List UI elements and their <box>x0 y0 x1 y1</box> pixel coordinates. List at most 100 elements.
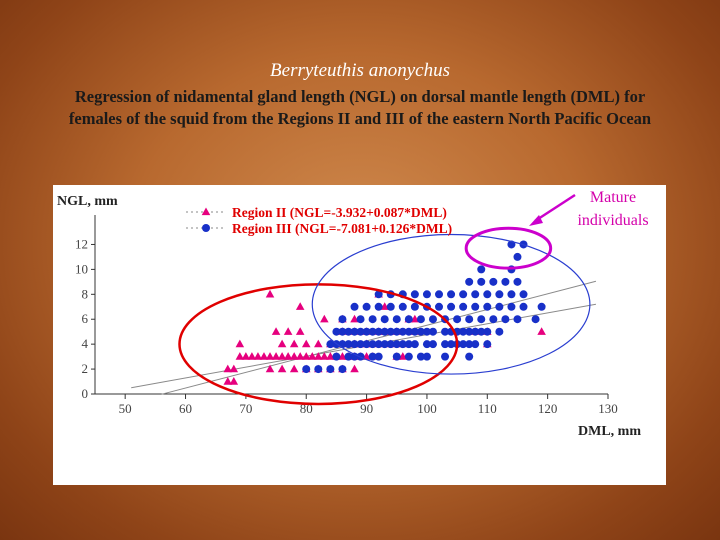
data-point-region-iii <box>398 327 407 336</box>
y-tick-label: 8 <box>82 286 89 301</box>
chart-panel: 50 60 70 80 90 100 110 120 130 0 2 4 6 8 10 12 NGL, mm DM… <box>53 185 666 485</box>
data-point-region-iii <box>447 290 456 299</box>
data-point-region-iii <box>326 340 335 349</box>
data-point-region-ii <box>277 364 287 373</box>
data-point-region-ii <box>314 352 323 360</box>
data-point-region-iii <box>416 352 425 361</box>
data-point-region-iii <box>422 352 431 361</box>
data-point-region-iii <box>483 302 492 311</box>
data-point-region-ii <box>320 314 329 323</box>
y-tick-label: 10 <box>75 261 88 276</box>
data-point-region-iii <box>465 340 474 349</box>
data-point-region-iii <box>459 340 468 349</box>
x-tick-label: 70 <box>239 401 252 416</box>
data-point-region-ii <box>350 314 359 323</box>
data-point-region-iii <box>404 340 413 349</box>
data-point-region-iii <box>435 290 444 299</box>
highlight-ellipse-mature <box>464 226 553 270</box>
slide-title-description: Regression of nidamental gland length (N… <box>68 87 652 128</box>
data-point-region-iii <box>314 365 323 374</box>
data-point-region-iii <box>465 315 474 324</box>
data-point-region-iii <box>477 265 486 274</box>
data-point-region-iii <box>513 252 522 261</box>
data-point-region-iii <box>362 340 371 349</box>
data-point-region-iii <box>338 327 347 336</box>
data-point-region-iii <box>483 340 492 349</box>
data-point-region-iii <box>302 365 311 374</box>
data-point-region-iii <box>344 340 353 349</box>
data-point-region-ii <box>362 352 371 360</box>
data-point-region-iii <box>374 340 383 349</box>
data-point-region-iii <box>386 302 395 311</box>
data-point-region-ii <box>301 352 311 360</box>
data-point-region-iii <box>477 277 486 286</box>
data-point-region-iii <box>489 315 498 324</box>
data-point-region-ii <box>223 364 233 373</box>
data-point-region-iii <box>386 340 395 349</box>
data-point-region-iii <box>441 327 450 336</box>
data-point-region-iii <box>459 302 468 311</box>
data-point-region-iii <box>344 327 353 336</box>
data-point-region-ii <box>235 339 245 348</box>
data-point-region-iii <box>362 302 371 311</box>
data-point-region-iii <box>519 290 528 299</box>
data-point-region-ii <box>235 352 245 360</box>
data-point-region-iii <box>410 327 419 336</box>
data-point-region-iii <box>374 302 383 311</box>
data-point-region-iii <box>404 315 413 324</box>
data-point-region-iii <box>453 315 462 324</box>
data-point-region-ii <box>295 352 305 360</box>
y-tick-label: 0 <box>82 386 89 401</box>
x-tick-label: 100 <box>417 401 437 416</box>
data-point-region-iii <box>404 327 413 336</box>
x-tick-label: 110 <box>478 401 497 416</box>
data-point-region-iii <box>428 315 437 324</box>
data-point-region-iii <box>459 327 468 336</box>
data-point-region-iii <box>501 315 510 324</box>
data-point-region-ii <box>271 327 281 335</box>
data-point-region-ii <box>289 364 299 373</box>
data-point-region-iii <box>483 290 492 299</box>
data-point-region-iii <box>495 302 504 311</box>
x-axis-label: DML, mm <box>578 424 641 439</box>
data-point-region-iii <box>507 240 516 249</box>
data-point-region-iii <box>471 290 480 299</box>
data-point-region-ii <box>229 364 239 373</box>
data-point-region-iii <box>356 340 365 349</box>
data-point-region-ii <box>265 364 275 373</box>
annotation-arrow <box>534 193 576 223</box>
x-tick-label: 130 <box>598 401 618 416</box>
data-point-region-iii <box>471 340 480 349</box>
data-point-region-iii <box>392 315 401 324</box>
data-point-region-ii <box>289 352 299 360</box>
data-point-region-iii <box>368 340 377 349</box>
data-point-region-iii <box>501 277 510 286</box>
data-point-region-iii <box>362 327 371 336</box>
data-point-region-ii <box>350 364 359 373</box>
data-point-region-iii <box>465 352 474 361</box>
data-point-region-ii <box>307 352 317 360</box>
data-point-region-iii <box>398 340 407 349</box>
data-point-region-iii <box>350 340 359 349</box>
legend-label-region-ii: Region II (NGL=-3.932+0.087*DML) <box>232 205 447 220</box>
data-point-region-iii <box>447 340 456 349</box>
data-point-region-ii <box>259 352 269 360</box>
data-point-region-ii <box>301 339 311 348</box>
data-point-region-ii <box>283 352 293 360</box>
annotation-arrowhead <box>529 215 543 226</box>
data-point-region-ii <box>537 327 546 335</box>
data-point-region-ii <box>326 352 335 360</box>
x-tick-label: 90 <box>360 401 373 416</box>
data-point-region-iii <box>356 315 365 324</box>
data-point-region-iii <box>350 327 359 336</box>
data-point-region-iii <box>537 302 546 311</box>
data-point-region-iii <box>326 365 335 374</box>
data-point-region-iii <box>368 327 377 336</box>
x-tick-label: 60 <box>179 401 192 416</box>
data-point-region-ii <box>241 352 251 360</box>
data-point-region-iii <box>392 340 401 349</box>
data-point-region-ii <box>223 377 233 385</box>
data-point-region-iii <box>332 327 341 336</box>
data-point-region-ii <box>314 339 323 348</box>
